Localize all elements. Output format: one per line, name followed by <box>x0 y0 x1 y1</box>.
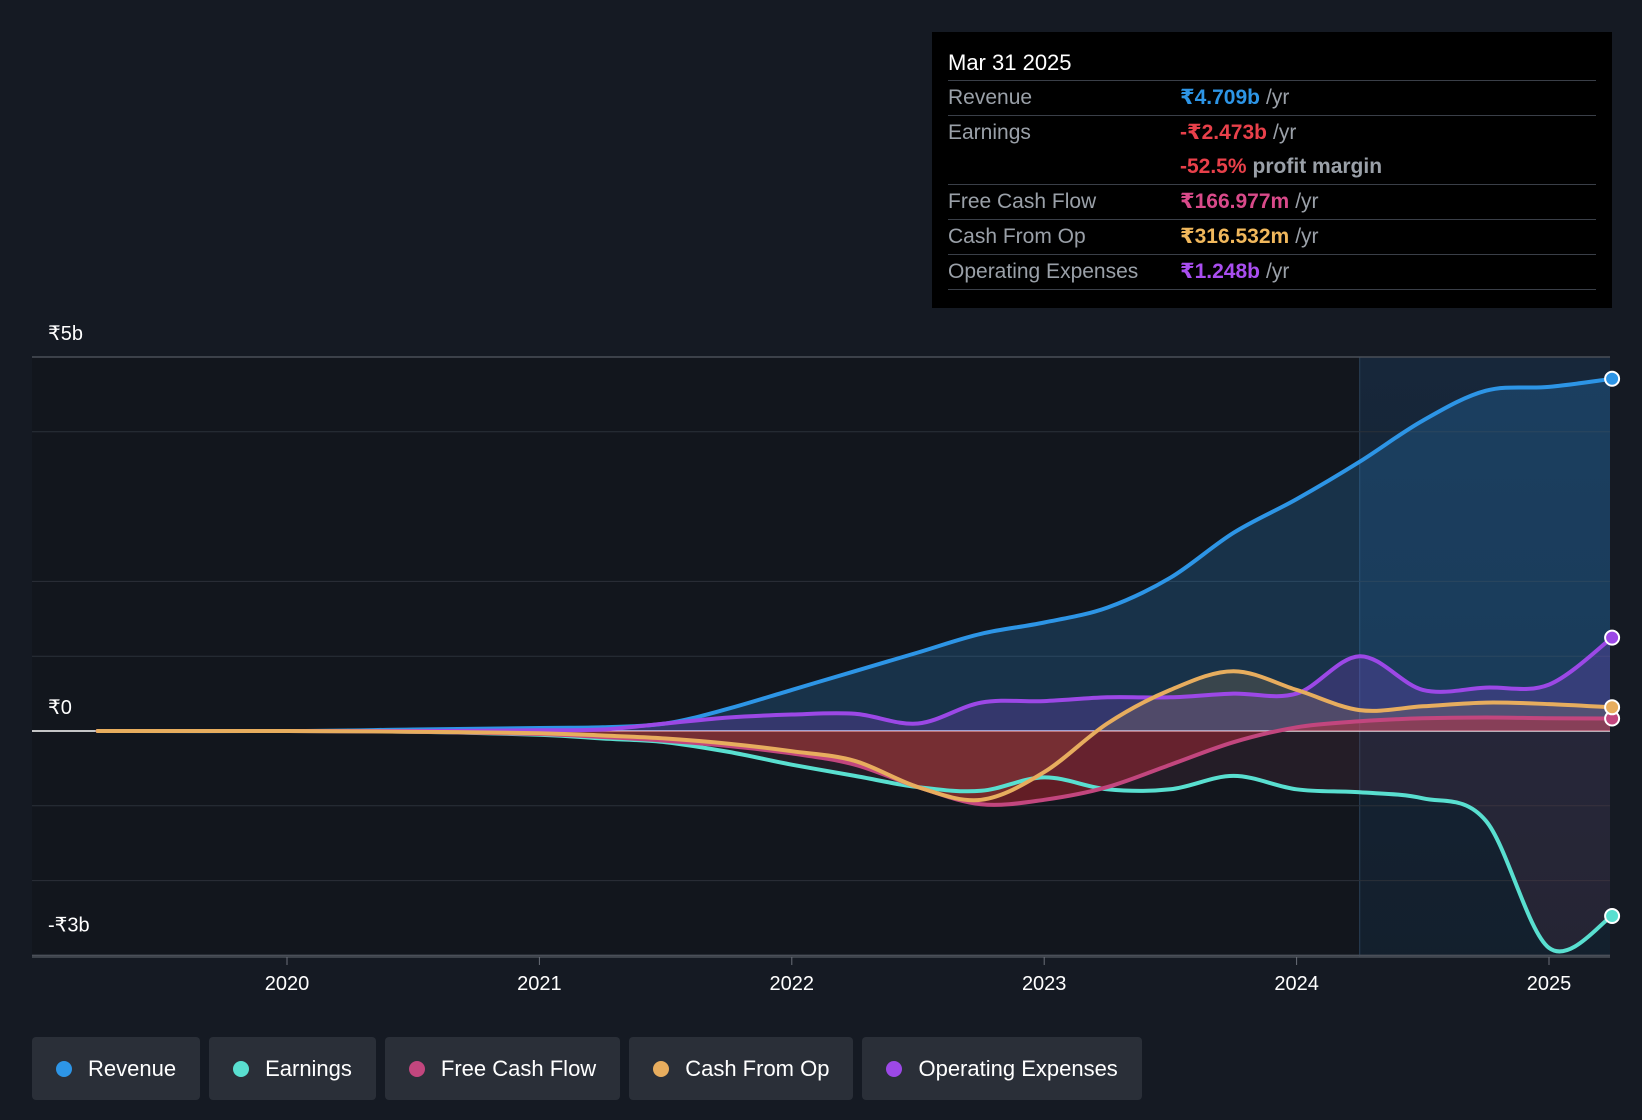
tooltip-unit: /yr <box>1266 86 1290 109</box>
x-tick-label: 2021 <box>517 973 562 995</box>
legend-item-revenue[interactable]: Revenue <box>32 1037 201 1100</box>
tooltip-unit: /yr <box>1295 190 1319 213</box>
tooltip-unit: /yr <box>1266 260 1290 283</box>
cash-from-op-end-point <box>1604 699 1621 716</box>
legend-item-cash-from-op[interactable]: Cash From Op <box>629 1037 854 1100</box>
cash-from-op-line <box>95 669 1615 803</box>
legend-label: Revenue <box>88 1055 177 1081</box>
tooltip-panel: Mar 31 2025 Revenue ₹4.709b /yr Earnings… <box>932 32 1612 308</box>
earnings-end-point <box>1604 907 1621 924</box>
revenue-end-point <box>1604 370 1621 387</box>
tooltip-row-profit-margin: -52.5% profit margin <box>948 150 1596 185</box>
legend: Revenue Earnings Free Cash Flow Cash Fro… <box>32 1037 1142 1100</box>
tooltip-value: ₹1.248b <box>1180 260 1260 283</box>
legend-item-earnings[interactable]: Earnings <box>209 1037 376 1100</box>
x-tick-label: 2022 <box>770 973 815 995</box>
legend-item-operating-expenses[interactable]: Operating Expenses <box>862 1037 1142 1100</box>
tooltip-label: Cash From Op <box>948 225 1086 248</box>
tooltip-unit: /yr <box>1272 121 1297 144</box>
revenue-line <box>95 376 1615 734</box>
legend-item-free-cash-flow[interactable]: Free Cash Flow <box>384 1037 621 1100</box>
operating-expenses-area <box>97 639 1610 732</box>
tooltip-value: ₹316.532m <box>1180 225 1290 248</box>
x-tick-label: 2020 <box>265 973 310 995</box>
legend-label: Earnings <box>265 1055 352 1081</box>
earnings-dot-icon <box>233 1060 250 1077</box>
revenue-dot-icon <box>56 1060 72 1077</box>
y-tick-label: ₹5b <box>48 323 83 345</box>
tooltip-row-earnings: Earnings -₹2.473b /yr <box>948 116 1596 150</box>
tooltip-row-cash-from-op: Cash From Op ₹316.532m /yr <box>948 220 1596 255</box>
operating-expenses-dot-icon <box>886 1060 903 1077</box>
tooltip-value: -₹2.473b <box>1180 121 1267 144</box>
x-tick-label: 2023 <box>1022 973 1067 995</box>
tooltip-label <box>948 150 1180 184</box>
tooltip-label: Operating Expenses <box>948 260 1139 283</box>
operating-expenses-end-point <box>1604 629 1621 646</box>
x-tick-label: 2024 <box>1274 973 1319 995</box>
tooltip-unit: profit margin <box>1252 155 1383 178</box>
tooltip-label: Free Cash Flow <box>948 190 1097 213</box>
tooltip-label: Revenue <box>948 86 1033 109</box>
tooltip-value: ₹4.709b <box>1180 86 1260 109</box>
highlight-region <box>1359 357 1610 957</box>
legend-label: Free Cash Flow <box>440 1055 597 1081</box>
legend-label: Operating Expenses <box>918 1055 1118 1081</box>
tooltip-row-free-cash-flow: Free Cash Flow ₹166.977m /yr <box>948 185 1596 220</box>
tooltip-value: ₹166.977m <box>1180 190 1290 213</box>
free-cash-flow-dot-icon <box>408 1060 425 1077</box>
cash-from-op-area <box>97 671 1610 801</box>
legend-label: Cash From Op <box>685 1055 830 1081</box>
tooltip-value: -52.5% <box>1180 155 1247 178</box>
y-tick-label: -₹3b <box>48 914 90 936</box>
tooltip-row-operating-expenses: Operating Expenses ₹1.248b /yr <box>948 255 1596 290</box>
tooltip-row-revenue: Revenue ₹4.709b /yr <box>948 81 1596 116</box>
tooltip-date: Mar 31 2025 <box>948 46 1596 81</box>
cash-from-op-dot-icon <box>653 1060 670 1077</box>
revenue-area <box>97 379 1610 732</box>
x-tick-label: 2025 <box>1527 973 1572 995</box>
y-tick-label: ₹0 <box>48 697 72 719</box>
plot-background <box>32 357 1610 957</box>
tooltip-label: Earnings <box>948 121 1031 144</box>
tooltip-unit: /yr <box>1295 225 1319 248</box>
